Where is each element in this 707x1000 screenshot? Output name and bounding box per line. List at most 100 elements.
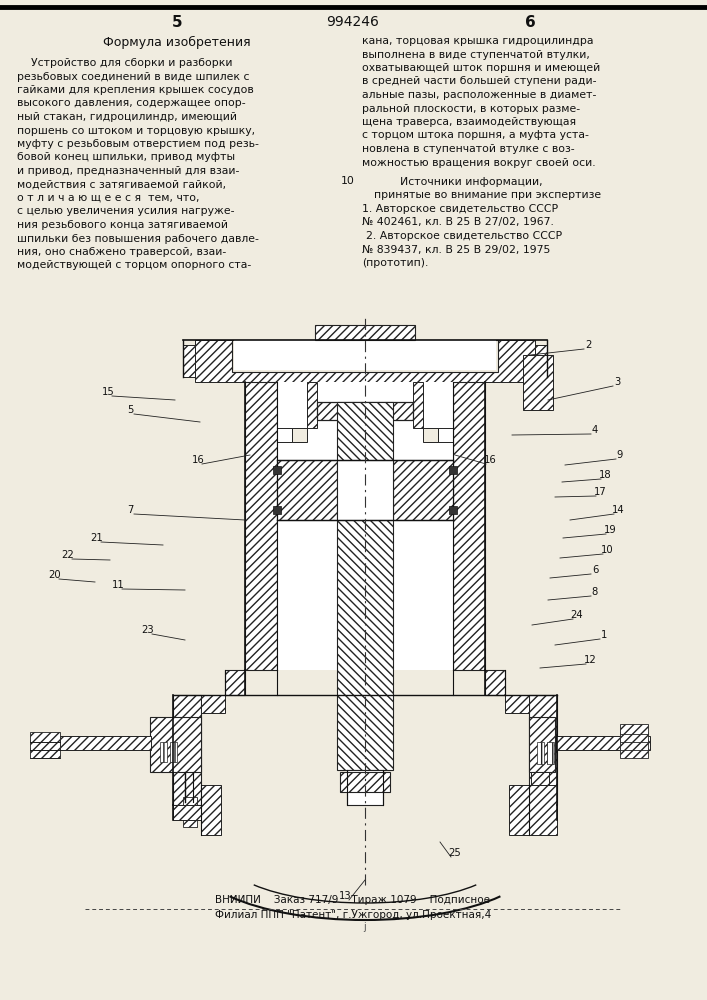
Bar xyxy=(453,382,485,670)
Text: ния, оно снабжено траверсой, взаи-: ния, оно снабжено траверсой, взаи- xyxy=(17,247,226,257)
Text: 2: 2 xyxy=(585,340,591,350)
Bar xyxy=(509,785,557,835)
Bar xyxy=(273,506,281,514)
Bar xyxy=(292,428,307,442)
Text: принятые во внимание при экспертизе: принятые во внимание при экспертизе xyxy=(374,190,601,200)
Text: Источники информации,: Источники информации, xyxy=(400,177,543,187)
Bar xyxy=(30,732,60,742)
Text: 16: 16 xyxy=(192,455,204,465)
Bar xyxy=(317,402,413,420)
Text: новлена в ступенчатой втулке с воз-: новлена в ступенчатой втулке с воз- xyxy=(362,144,575,154)
Bar xyxy=(523,355,553,410)
Bar xyxy=(183,345,195,377)
Bar xyxy=(393,460,453,520)
Text: 4: 4 xyxy=(592,425,598,435)
Text: можностью вращения вокруг своей оси.: можностью вращения вокруг своей оси. xyxy=(362,157,595,167)
Text: альные пазы, расположенные в диамет-: альные пазы, расположенные в диамет- xyxy=(362,90,597,100)
Text: 18: 18 xyxy=(599,470,612,480)
Text: 24: 24 xyxy=(571,610,583,620)
Text: модействующей с торцом опорного ста-: модействующей с торцом опорного ста- xyxy=(17,260,251,270)
Text: 5: 5 xyxy=(127,405,133,415)
Text: шпильки без повышения рабочего давле-: шпильки без повышения рабочего давле- xyxy=(17,233,259,243)
Bar xyxy=(485,670,505,695)
Text: 10: 10 xyxy=(601,545,613,555)
Text: щена траверса, взаимодействующая: щена траверса, взаимодействующая xyxy=(362,117,576,127)
Text: № 402461, кл. В 25 В 27/02, 1967.: № 402461, кл. В 25 В 27/02, 1967. xyxy=(362,218,554,228)
Bar xyxy=(225,670,245,695)
Text: 3: 3 xyxy=(614,377,620,387)
Bar xyxy=(529,695,557,805)
Bar xyxy=(340,772,390,792)
Bar xyxy=(620,724,648,734)
Text: 8: 8 xyxy=(592,587,598,597)
Text: о т л и ч а ю щ е е с я  тем, что,: о т л и ч а ю щ е е с я тем, что, xyxy=(17,193,199,203)
Bar xyxy=(620,732,648,742)
Text: модействия с затягиваемой гайкой,: модействия с затягиваемой гайкой, xyxy=(17,180,226,190)
Bar xyxy=(277,460,337,520)
Text: кана, торцовая крышка гидроцилиндра: кана, торцовая крышка гидроцилиндра xyxy=(362,36,593,46)
Text: 994246: 994246 xyxy=(327,15,380,29)
Bar xyxy=(413,382,423,428)
Text: муфту с резьбовым отверстием под резь-: муфту с резьбовым отверстием под резь- xyxy=(17,139,259,149)
Bar xyxy=(337,460,393,520)
Bar xyxy=(537,742,544,764)
Text: 7: 7 xyxy=(127,505,133,515)
Text: j: j xyxy=(363,922,366,932)
Text: поршень со штоком и торцовую крышку,: поршень со штоком и торцовую крышку, xyxy=(17,125,255,135)
Text: 16: 16 xyxy=(484,455,496,465)
Polygon shape xyxy=(173,805,201,820)
Text: 11: 11 xyxy=(112,580,124,590)
Bar xyxy=(307,382,317,428)
Text: 20: 20 xyxy=(49,570,62,580)
Text: 6: 6 xyxy=(525,15,535,30)
Text: высокого давления, содержащее опор-: высокого давления, содержащее опор- xyxy=(17,99,245,108)
Text: ный стакан, гидроцилиндр, имеющий: ный стакан, гидроцилиндр, имеющий xyxy=(17,112,237,122)
Bar xyxy=(277,428,292,442)
Text: в средней части большей ступени ради-: в средней части большей ступени ради- xyxy=(362,77,597,87)
Text: № 839437, кл. В 25 В 29/02, 1975: № 839437, кл. В 25 В 29/02, 1975 xyxy=(362,244,550,254)
Bar xyxy=(160,742,167,762)
Bar xyxy=(183,797,197,827)
Bar xyxy=(620,748,648,758)
Text: 5: 5 xyxy=(172,15,182,30)
Bar xyxy=(531,772,549,815)
Text: 21: 21 xyxy=(90,533,103,543)
Text: 9: 9 xyxy=(617,450,623,460)
Text: охватывающей шток поршня и имеющей: охватывающей шток поршня и имеющей xyxy=(362,63,600,73)
Bar xyxy=(150,717,201,772)
Text: 22: 22 xyxy=(62,550,74,560)
Bar xyxy=(201,785,221,835)
Bar xyxy=(449,466,457,474)
Text: 12: 12 xyxy=(583,655,597,665)
Bar xyxy=(337,402,393,770)
Text: 19: 19 xyxy=(604,525,617,535)
Text: ВНИИПИ    Заказ 717/9    Тираж 1079    Подписное: ВНИИПИ Заказ 717/9 Тираж 1079 Подписное xyxy=(216,895,491,905)
Bar xyxy=(277,382,453,670)
Text: гайками для крепления крышек сосудов: гайками для крепления крышек сосудов xyxy=(17,85,254,95)
Bar xyxy=(535,345,547,377)
Bar xyxy=(423,428,438,442)
Bar xyxy=(201,695,225,713)
Bar xyxy=(170,742,177,762)
Bar xyxy=(529,717,555,772)
Text: 15: 15 xyxy=(102,387,115,397)
Text: 23: 23 xyxy=(141,625,154,635)
Text: 14: 14 xyxy=(612,505,624,515)
Bar xyxy=(505,695,529,713)
Bar xyxy=(195,340,535,382)
Bar xyxy=(234,340,496,370)
Text: 1: 1 xyxy=(601,630,607,640)
Text: с торцом штока поршня, а муфта уста-: с торцом штока поршня, а муфта уста- xyxy=(362,130,589,140)
Text: 2. Авторское свидетельство СССР: 2. Авторское свидетельство СССР xyxy=(366,231,562,241)
Text: Филиал ППП "Патент", г.Ужгород, ул.Проектная,4: Филиал ППП "Патент", г.Ужгород, ул.Проек… xyxy=(215,910,491,920)
Text: и привод, предназначенный для взаи-: и привод, предназначенный для взаи- xyxy=(17,166,240,176)
Text: Устройство для сборки и разборки: Устройство для сборки и разборки xyxy=(17,58,233,68)
Bar xyxy=(449,506,457,514)
Bar xyxy=(30,740,60,750)
Text: 1. Авторское свидетельство СССР: 1. Авторское свидетельство СССР xyxy=(362,204,558,214)
Text: бовой конец шпильки, привод муфты: бовой конец шпильки, привод муфты xyxy=(17,152,235,162)
Text: 25: 25 xyxy=(449,848,462,858)
Text: ния резьбового конца затягиваемой: ния резьбового конца затягиваемой xyxy=(17,220,228,230)
Bar xyxy=(438,428,453,442)
Bar xyxy=(315,325,415,340)
